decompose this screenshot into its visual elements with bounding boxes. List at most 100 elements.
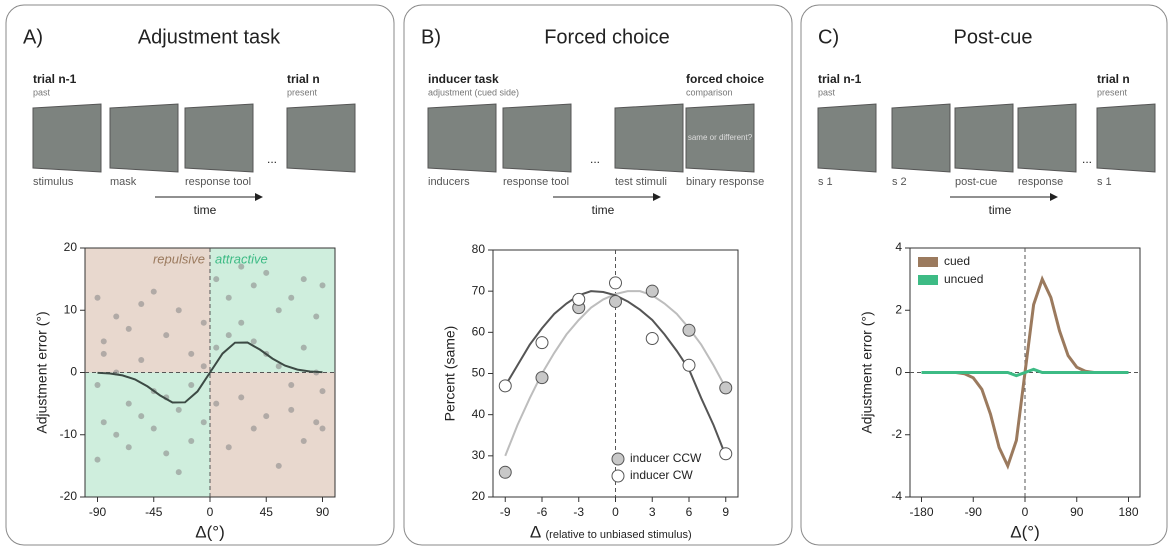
point — [288, 406, 295, 413]
point — [188, 350, 195, 357]
annotation: repulsive — [153, 251, 205, 266]
legend-label: inducer CCW — [630, 451, 702, 465]
point — [125, 444, 132, 451]
point — [275, 363, 282, 370]
header: trial n-1 — [33, 72, 77, 86]
screen — [891, 103, 951, 173]
x-tick-label: 0 — [612, 505, 619, 519]
x-tick-label: -90 — [89, 505, 107, 519]
chart: 20 30 40 50 60 70 80 -9 -6 -3 0 3 6 9 Δ (relative to un… — [442, 242, 739, 541]
subheader: past — [33, 87, 51, 97]
y-tick-label: 40 — [472, 407, 486, 421]
point — [250, 282, 257, 289]
point — [225, 332, 232, 339]
arrow-head — [255, 193, 263, 201]
point — [238, 263, 245, 270]
screen — [685, 103, 755, 173]
y-tick-label: 30 — [472, 448, 486, 462]
point — [288, 294, 295, 301]
legend-label: uncued — [944, 272, 983, 286]
caption: stimulus — [33, 176, 74, 188]
point — [94, 294, 101, 301]
legend-label: cued — [944, 254, 970, 268]
point — [319, 282, 326, 289]
x-tick-label: 9 — [722, 505, 729, 519]
point — [188, 437, 195, 444]
point — [94, 456, 101, 463]
y-tick-label: -10 — [60, 427, 78, 441]
x-axis-note: (relative to unbiased stimulus) — [546, 529, 692, 541]
point — [609, 294, 622, 308]
x-tick-label: -180 — [909, 505, 933, 519]
caption: test stimuli — [615, 176, 667, 188]
x-tick-label: -3 — [573, 505, 584, 519]
y-tick-label: 60 — [472, 325, 486, 339]
panel-frame — [5, 4, 395, 546]
point — [313, 313, 320, 320]
x-axis-label: Δ(°) — [195, 522, 224, 541]
panel-title: Adjustment task — [138, 26, 281, 48]
screen — [1017, 103, 1077, 173]
point — [200, 319, 207, 326]
y-tick-label: 20 — [64, 240, 78, 254]
x-tick-label: -90 — [965, 505, 983, 519]
point — [535, 336, 549, 350]
screen — [614, 103, 684, 173]
point — [175, 406, 182, 413]
screen — [32, 103, 102, 173]
point — [300, 437, 307, 444]
y-tick-label: 80 — [472, 242, 486, 256]
region — [210, 248, 335, 373]
y-tick-label: -2 — [891, 427, 902, 441]
point — [275, 462, 282, 469]
y-axis-label: Adjustment error (°) — [859, 311, 875, 433]
panel-letter: B) — [421, 26, 441, 48]
point — [138, 357, 145, 364]
region — [85, 372, 210, 497]
legend-marker — [611, 452, 625, 466]
screen — [109, 103, 179, 173]
caption: s 1 — [818, 176, 833, 188]
point — [313, 419, 320, 426]
line — [921, 367, 1129, 378]
x-tick-label: 3 — [649, 505, 656, 519]
screen-text: same or different? — [688, 133, 753, 142]
caption: response tool — [185, 176, 251, 188]
point — [163, 332, 170, 339]
screen — [1096, 103, 1156, 173]
subheader: present — [287, 87, 318, 97]
point — [113, 431, 120, 438]
point — [609, 276, 622, 290]
screen — [817, 103, 877, 173]
legend-swatch — [918, 275, 938, 285]
point — [498, 379, 512, 393]
screen — [502, 103, 572, 173]
point — [682, 358, 696, 372]
point — [175, 469, 182, 476]
point — [288, 381, 295, 388]
point — [163, 450, 170, 457]
point — [113, 313, 120, 320]
time-label: time — [989, 203, 1012, 217]
annotation: attractive — [215, 251, 268, 266]
x-tick-label: 180 — [1118, 505, 1138, 519]
y-tick-label: 0 — [895, 365, 902, 379]
legend-swatch — [918, 257, 938, 267]
point — [275, 307, 282, 314]
point — [225, 294, 232, 301]
caption: response — [1018, 176, 1063, 188]
y-axis-label: Adjustment error (°) — [34, 311, 50, 433]
panel-letter: C) — [818, 26, 839, 48]
panel-title: Forced choice — [544, 26, 670, 48]
ellipsis: ... — [590, 152, 600, 166]
point — [150, 288, 157, 295]
point — [572, 292, 586, 306]
subheader: comparison — [686, 87, 733, 97]
caption: mask — [110, 176, 137, 188]
point — [719, 381, 733, 395]
point — [263, 269, 270, 276]
point — [719, 447, 733, 461]
